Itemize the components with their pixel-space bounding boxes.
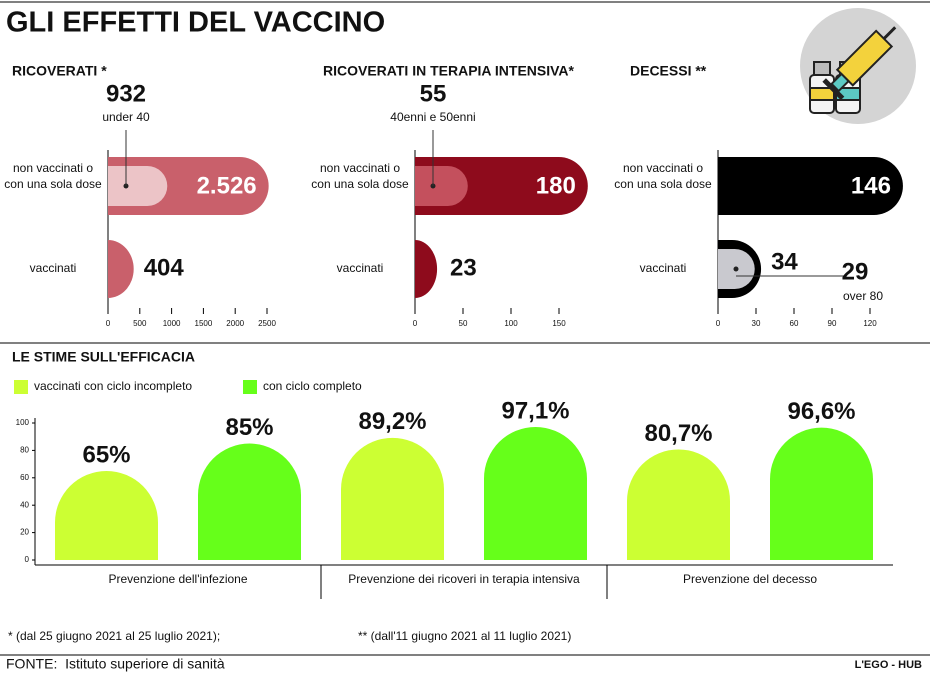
y-tick-label: 40 [20, 500, 29, 509]
legend-swatch [14, 380, 28, 394]
annotation-value: 29 [842, 258, 869, 285]
chart-title: DECESSI ** [630, 63, 707, 79]
x-tick-label: 2500 [258, 319, 276, 328]
bar [627, 449, 730, 560]
inner-bar [415, 166, 468, 206]
value-label: 23 [450, 254, 477, 281]
value-label: 89,2% [358, 408, 426, 435]
x-tick-label: 2000 [226, 319, 244, 328]
bar [770, 427, 873, 560]
y-tick-label: 20 [20, 528, 29, 537]
legend-label: con ciclo completo [263, 379, 362, 393]
source: FONTE: Istituto superiore di sanità [6, 656, 225, 672]
x-tick-label: 50 [459, 319, 468, 328]
bar [55, 470, 158, 560]
annotation-note: under 40 [102, 110, 150, 124]
inner-bar [108, 166, 168, 206]
bar [198, 443, 301, 560]
category-label: vaccinati [639, 261, 687, 275]
x-tick-label: 0 [106, 319, 111, 328]
bar [484, 426, 587, 560]
bar [108, 240, 134, 298]
category-label: vaccinati [336, 261, 384, 275]
brand: L'EGO - HUB [855, 659, 922, 671]
x-tick-label: Prevenzione del decesso [683, 572, 817, 586]
vaccine-icon [800, 8, 916, 124]
annotation-value: 932 [106, 80, 146, 107]
value-label: 34 [771, 248, 798, 275]
value-label: 404 [144, 254, 185, 281]
x-tick-label: 1000 [163, 319, 181, 328]
x-tick-label: 120 [863, 319, 877, 328]
bar [341, 437, 444, 560]
footnote: ** (dall'11 giugno 2021 al 11 luglio 202… [358, 629, 571, 643]
value-label: 85% [225, 414, 273, 441]
x-tick-label: Prevenzione dei ricoveri in terapia inte… [348, 572, 580, 586]
value-label: 96,6% [787, 398, 855, 425]
x-tick-label: 30 [752, 319, 761, 328]
value-label: 146 [851, 172, 891, 199]
category-label: non vaccinati o con una sola dose [311, 161, 409, 191]
x-tick-label: 1500 [195, 319, 213, 328]
x-tick-label: 90 [828, 319, 837, 328]
value-label: 80,7% [644, 420, 712, 447]
annotation-value: 55 [420, 80, 447, 107]
x-tick-label: Prevenzione dell'infezione [108, 572, 247, 586]
value-label: 2.526 [197, 172, 257, 199]
chart-title: LE STIME SULL'EFFICACIA [12, 349, 195, 365]
footnote: * (dal 25 giugno 2021 al 25 luglio 2021)… [8, 629, 220, 643]
x-tick-label: 60 [790, 319, 799, 328]
annotation-dot [733, 266, 739, 272]
legend-label: vaccinati con ciclo incompleto [34, 379, 192, 393]
x-tick-label: 100 [504, 319, 518, 328]
x-tick-label: 500 [133, 319, 147, 328]
y-tick-label: 100 [16, 418, 30, 427]
category-label: non vaccinati o con una sola dose [614, 161, 712, 191]
bar [415, 240, 438, 298]
category-label: vaccinati [29, 261, 77, 275]
x-tick-label: 150 [552, 319, 566, 328]
chart-title: RICOVERATI * [12, 63, 107, 79]
value-label: 65% [82, 441, 130, 468]
value-label: 180 [536, 172, 576, 199]
annotation-note: over 80 [843, 289, 883, 303]
y-tick-label: 60 [20, 473, 29, 482]
main-title: GLI EFFETTI DEL VACCINO [6, 7, 385, 39]
chart-title: RICOVERATI IN TERAPIA INTENSIVA* [323, 63, 575, 79]
x-tick-label: 0 [413, 319, 418, 328]
bar [718, 157, 903, 215]
legend-swatch [243, 380, 257, 394]
category-label: non vaccinati o con una sola dose [4, 161, 102, 191]
y-tick-label: 0 [25, 555, 30, 564]
y-tick-label: 80 [20, 446, 29, 455]
value-label: 97,1% [501, 397, 569, 424]
annotation-note: 40enni e 50enni [390, 110, 475, 124]
x-tick-label: 0 [716, 319, 721, 328]
